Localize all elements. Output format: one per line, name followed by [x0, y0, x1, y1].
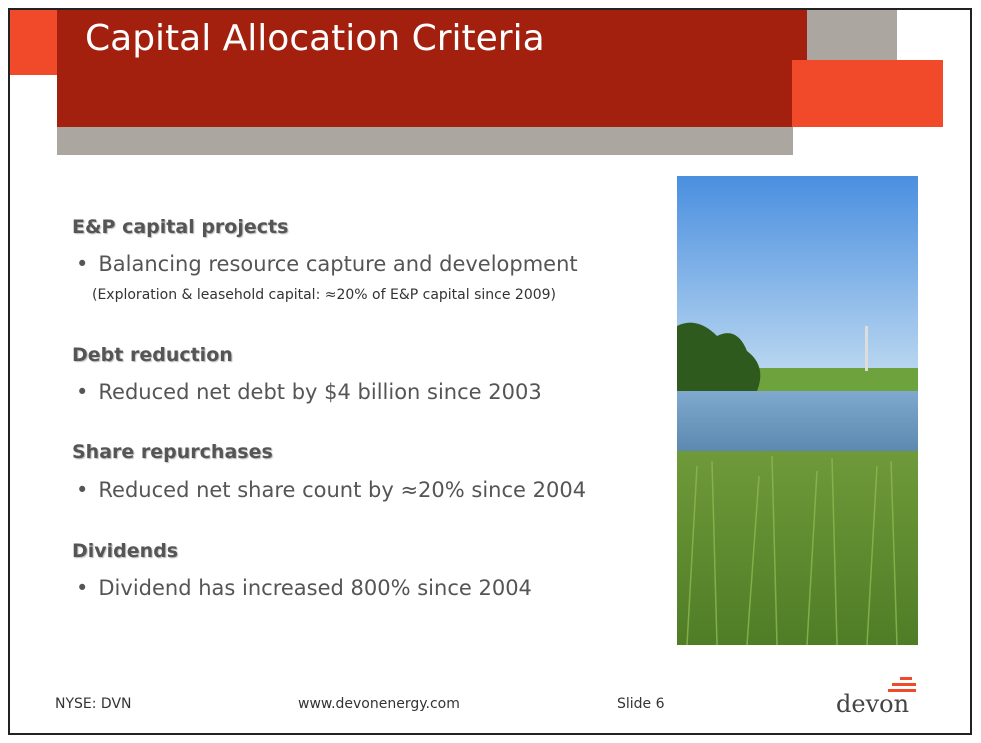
accent-block [807, 10, 897, 60]
logo-mark [888, 677, 916, 692]
bullet: Reduced net debt by $4 billion since 200… [76, 380, 541, 404]
footer-slide: Slide 6 [617, 696, 665, 712]
slide-title: Capital Allocation Criteria [85, 18, 545, 59]
bullet: Balancing resource capture and developme… [76, 252, 577, 276]
bullet: Reduced net share count by ≈20% since 20… [76, 478, 586, 502]
header-underbar [57, 127, 793, 155]
logo-text: devon [836, 690, 910, 718]
bullet: Dividend has increased 800% since 2004 [76, 576, 532, 600]
accent-block [792, 60, 943, 127]
section-heading: Share repurchases [72, 441, 273, 463]
landscape-photo [677, 176, 918, 645]
note: (Exploration & leasehold capital: ≈20% o… [92, 287, 557, 303]
footer-website: www.devonenergy.com [298, 696, 460, 712]
slide-frame [8, 8, 972, 735]
section-heading: Debt reduction [72, 344, 233, 366]
header-band [57, 10, 807, 127]
section-heading: E&P capital projects [72, 216, 289, 238]
accent-block [10, 10, 57, 75]
section-heading: Dividends [72, 540, 179, 562]
footer-ticker: NYSE: DVN [55, 696, 132, 712]
